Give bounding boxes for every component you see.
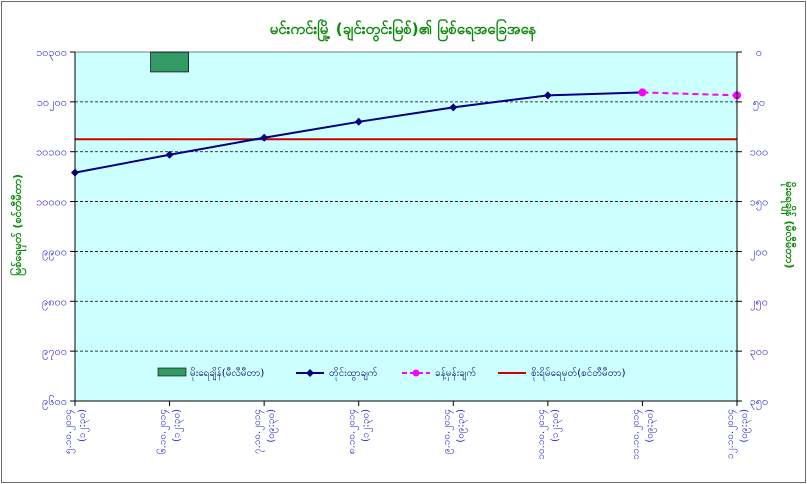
observed-point [165,150,174,159]
x-tick-label: ၁၂.၁၀.၂၀၁၄ (၀၉:၃၀) [725,409,752,459]
x-tick-label: ၇.၁၀.၂၀၁၄ (၀၉:၃၀) [252,409,279,454]
right-tick-label: ၁၅၀ [750,196,769,211]
x-tick-date: ၁၁.၁၀.၂၀၁၄ [630,409,643,460]
rainfall-bars [150,51,189,73]
y-axis-right-label: မိုးရေချိန် (မီလီမီတာ) [780,182,797,269]
x-tick-label: ၅.၁၀.၂၀၁၄ (၁၂:၃၀) [63,409,90,454]
x-tick-date: ၁၀.၁၀.၂၀၁၄ [536,409,549,460]
observed-point [543,91,552,100]
rainfall-bar [150,51,189,73]
left-tick-label: ၉၇၀၀ [42,345,67,360]
legend-swatch [157,367,187,377]
x-tick-date: ၉.၁၀.၂၀၁၄ [441,409,454,454]
y-axis-left-label: မြစ်ရေမှတ် (စင်တီမီတာ) [9,174,27,276]
legend: မိုးရေချိန်(မီလီမီတာ) တိုင်းထွာချက် ခန့်မှ… [157,366,626,381]
left-axis-ticks: ၉၆၀၀ ၉၇၀၀ ၉၈၀၀ ၉၉၀၀ ၁၀၀၀၀ ၁၀၁၀၀ ၁၀၂၀၀ ၁၀၃၀၀ [36,46,75,410]
x-tick-time: (၁၂:၃၀) [361,409,374,442]
legend-label: ခန့်မှန်းချက် [435,366,476,381]
x-tick-time: (၁၂:၃၀) [550,409,563,442]
legend-label: စိုးရိမ်ရေမှတ်(စင်တီမီတာ) [531,366,626,381]
right-tick-label: ၅၀ [753,96,765,111]
x-tick-time: (၁၂:၃၀) [77,409,90,442]
x-tick-date: ၈.၁၀.၂၀၁၄ [347,409,360,454]
x-tick-label: ၁၀.၁၀.၂၀၁၄ (၁၂:၃၀) [536,409,563,460]
x-tick-date: ၁၂.၁၀.၂၀၁၄ [725,409,738,459]
right-tick-label: ၂၀၀ [750,245,768,260]
axes [74,51,738,402]
forecast-point [638,88,647,97]
x-tick-time: (၁၂:၃၀) [172,409,185,442]
x-tick-label: ၈.၁၀.၂၀၁၄ (၁၂:၃၀) [347,409,374,454]
legend-marker [306,369,314,377]
x-tick-label: ၁၁.၁၀.၂၀၁၄ (၀၉:၃၀) [630,409,657,460]
x-tick-date: ၆.၁၀.၂၀၁၄ [156,409,171,454]
left-tick-label: ၉၉၀၀ [42,245,67,260]
left-tick-label: ၁၀၂၀၀ [37,96,67,111]
right-tick-label: ၁၀၀ [750,146,769,159]
legend-marker [412,369,420,377]
x-tick-time: (၀၉:၃၀) [455,409,468,443]
legend-label: တိုင်းထွာချက် [329,366,378,381]
forecast-line [642,91,738,97]
observed-point [260,133,269,142]
x-tick-date: ၇.၁၀.၂၀၁၄ [252,409,265,454]
observed-point [354,117,363,126]
right-tick-label: ၂၅၀ [750,295,768,310]
x-tick-time: (၀၉:၃၀) [644,409,657,443]
x-axis-ticks: ၅.၁၀.၂၀၁၄ (၁၂:၃၀) ၆.၁၀.၂၀၁၄ (၁၂:၃၀) ၇.၁၀.၂၀၁… [63,401,752,460]
legend-label: မိုးရေချိန်(မီလီမီတာ) [190,366,264,381]
left-tick-label: ၁၀၃၀၀ [36,46,67,61]
right-tick-label: ၀ [756,46,762,59]
x-tick-label: ၆.၁၀.၂၀၁၄ (၁၂:၃၀) [156,409,185,454]
left-tick-label: ၉၆၀၀ [42,395,67,410]
left-tick-label: ၁၀၀၀၀ [36,196,67,209]
right-tick-label: ၃၅၀ [750,395,769,410]
right-tick-label: ၃၀၀ [750,345,769,360]
left-tick-label: ၁၀၁၀၀ [36,146,67,159]
x-tick-time: (၀၉:၃၀) [739,409,752,443]
observed-point [449,103,458,112]
x-tick-label: ၉.၁၀.၂၀၁၄ (၀၉:၃၀) [441,409,468,454]
chart-title: မင်းကင်းမြို့ (ချင်းတွင်းမြစ်)၏ မြစ်ရေအခ… [270,18,537,42]
left-tick-label: ၉၈၀၀ [42,295,67,310]
x-tick-time: (၀၉:၃၀) [266,409,279,443]
x-tick-date: ၅.၁၀.၂၀၁၄ [63,409,76,454]
plot-area [75,52,737,401]
